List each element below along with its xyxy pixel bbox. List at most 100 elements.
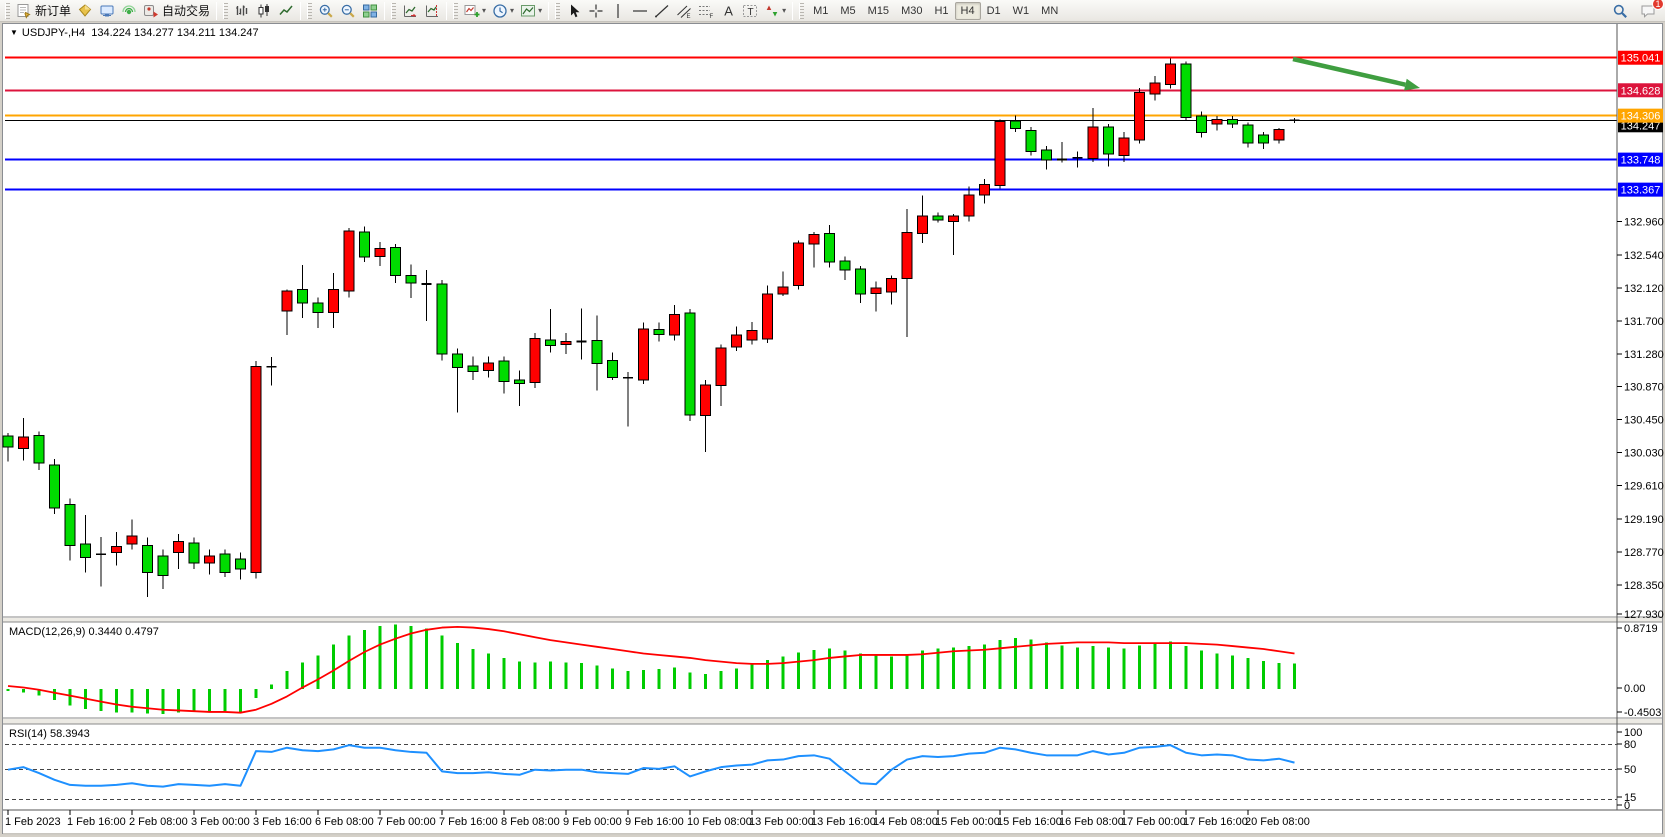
- bearish-candle: [436, 283, 448, 355]
- chevron-down-icon[interactable]: ▾: [482, 6, 487, 15]
- tf-h4-button[interactable]: H4: [954, 1, 981, 20]
- templates-button[interactable]: ▾: [517, 1, 545, 21]
- line-chart-button[interactable]: [275, 1, 297, 21]
- autotrading-button[interactable]: 自动交易: [140, 1, 213, 21]
- auto-scroll-button[interactable]: [399, 1, 421, 21]
- bearish-candle: [1196, 115, 1207, 134]
- trendline-button[interactable]: [651, 1, 673, 21]
- time-tick-label: 6 Feb 08:00: [315, 816, 374, 828]
- trend-arrow-annotation[interactable]: [1292, 56, 1406, 87]
- signals-button[interactable]: [118, 1, 140, 21]
- bearish-candle: [839, 260, 851, 271]
- crosshair-icon: [589, 4, 603, 17]
- indicators-button[interactable]: ▾: [461, 1, 489, 21]
- new-order-button-label: 新订单: [35, 4, 72, 18]
- rsi-axis-label: 15: [1624, 792, 1636, 804]
- equidistant-channel-button[interactable]: E: [673, 1, 695, 21]
- toolbar-grip[interactable]: [5, 2, 10, 19]
- tf-m30-button[interactable]: M30: [901, 4, 923, 17]
- svg-text:A: A: [724, 3, 733, 18]
- zoom-out-button[interactable]: [337, 1, 359, 21]
- chevron-down-icon[interactable]: ▾: [510, 6, 515, 15]
- tf-m15-button[interactable]: M15: [867, 4, 890, 17]
- bullish-candle: [1118, 137, 1130, 157]
- candlestick-chart-button[interactable]: [253, 1, 275, 21]
- time-tick-label: 13 Feb 00:00: [749, 816, 814, 828]
- time-tick-label: 9 Feb 00:00: [563, 816, 622, 828]
- pane-splitter[interactable]: [3, 719, 1662, 724]
- trend-icon: [655, 4, 669, 17]
- tf-d1-button[interactable]: D1: [986, 4, 1001, 17]
- cursor-button[interactable]: [563, 1, 585, 21]
- bearish-candle: [1010, 120, 1021, 130]
- publisher-button[interactable]: [96, 1, 118, 21]
- toolbar-grip[interactable]: [307, 2, 313, 19]
- bullish-candle: [917, 215, 928, 235]
- time-tick-label: 15 Feb 00:00: [935, 816, 1000, 828]
- toolbar-grip[interactable]: [391, 2, 397, 19]
- bearish-candle: [188, 542, 200, 564]
- market-depth-button[interactable]: [74, 1, 96, 21]
- tf-h1-button[interactable]: H1: [934, 4, 949, 17]
- tf-m5-button[interactable]: M5: [840, 4, 856, 17]
- toolbar-grip[interactable]: [555, 2, 561, 19]
- zoomout-icon: [341, 4, 355, 18]
- text-label-button[interactable]: T: [739, 1, 761, 21]
- bearish-candle: [359, 231, 370, 258]
- chart-shift-button[interactable]: [421, 1, 443, 21]
- arrows-button[interactable]: ▾: [761, 1, 789, 21]
- level-price-badge-text: 133.748: [1621, 155, 1661, 167]
- bearish-candle: [545, 339, 556, 346]
- bullish-candle: [731, 334, 742, 348]
- search-icon-button[interactable]: [1609, 1, 1631, 21]
- price-tick-label: 132.960: [1624, 217, 1664, 229]
- template-icon: [521, 4, 536, 16]
- time-tick-label: 15 Feb 16:00: [997, 816, 1062, 828]
- neworder-icon: [17, 3, 31, 19]
- zoom-in-button[interactable]: [315, 1, 337, 21]
- toolbar-grip[interactable]: [799, 2, 805, 19]
- bar-chart-button[interactable]: [231, 1, 253, 21]
- tf-m1-button[interactable]: M1: [813, 4, 829, 17]
- crosshair-button[interactable]: [585, 1, 607, 21]
- tf-mn-button[interactable]: MN: [1041, 4, 1059, 17]
- publisher-icon: [100, 5, 114, 16]
- vertical-line-button[interactable]: [607, 1, 629, 21]
- chevron-down-icon[interactable]: ▾: [538, 6, 543, 15]
- horizontal-line-button[interactable]: [629, 1, 651, 21]
- rsi-axis-label: 50: [1624, 764, 1636, 776]
- time-tick-label: 7 Feb 00:00: [377, 816, 436, 828]
- bullish-candle: [762, 293, 773, 340]
- bearish-candle: [1227, 118, 1238, 125]
- bearish-candle: [33, 434, 45, 464]
- text-button[interactable]: A: [717, 1, 739, 21]
- bullish-candle: [870, 287, 882, 294]
- textA-icon: A: [724, 3, 733, 18]
- fibonacci-button[interactable]: F: [695, 1, 717, 21]
- bearish-candle: [297, 288, 308, 304]
- new-order-button[interactable]: 新订单: [13, 1, 74, 21]
- toolbar-grip[interactable]: [453, 2, 459, 19]
- toolbar-separator: [792, 1, 794, 20]
- pane-splitter[interactable]: [3, 618, 1662, 622]
- price-tick-label: 128.350: [1624, 580, 1664, 592]
- svg-text:E: E: [687, 14, 691, 19]
- bullish-candle: [18, 436, 29, 450]
- periods-button[interactable]: ▾: [489, 1, 517, 21]
- tf-w1-button[interactable]: W1: [1012, 4, 1030, 17]
- chevron-down-icon[interactable]: ▾: [782, 6, 787, 15]
- time-tick-label: 8 Feb 08:00: [501, 816, 560, 828]
- collapse-triangle-icon[interactable]: ▼: [10, 28, 18, 37]
- bullish-candle: [1087, 126, 1099, 160]
- time-tick-label: 2 Feb 08:00: [129, 816, 188, 828]
- tile-windows-button[interactable]: [359, 1, 381, 21]
- bullish-candle: [901, 232, 913, 279]
- notifications-button[interactable]: 1: [1637, 0, 1664, 21]
- signals-icon: [122, 4, 136, 14]
- toolbar-grip[interactable]: [223, 2, 229, 19]
- bearish-candle: [855, 268, 866, 295]
- toolbar-separator: [384, 1, 386, 20]
- time-tick-label: 3 Feb 00:00: [191, 816, 250, 828]
- bearish-candle: [607, 359, 618, 379]
